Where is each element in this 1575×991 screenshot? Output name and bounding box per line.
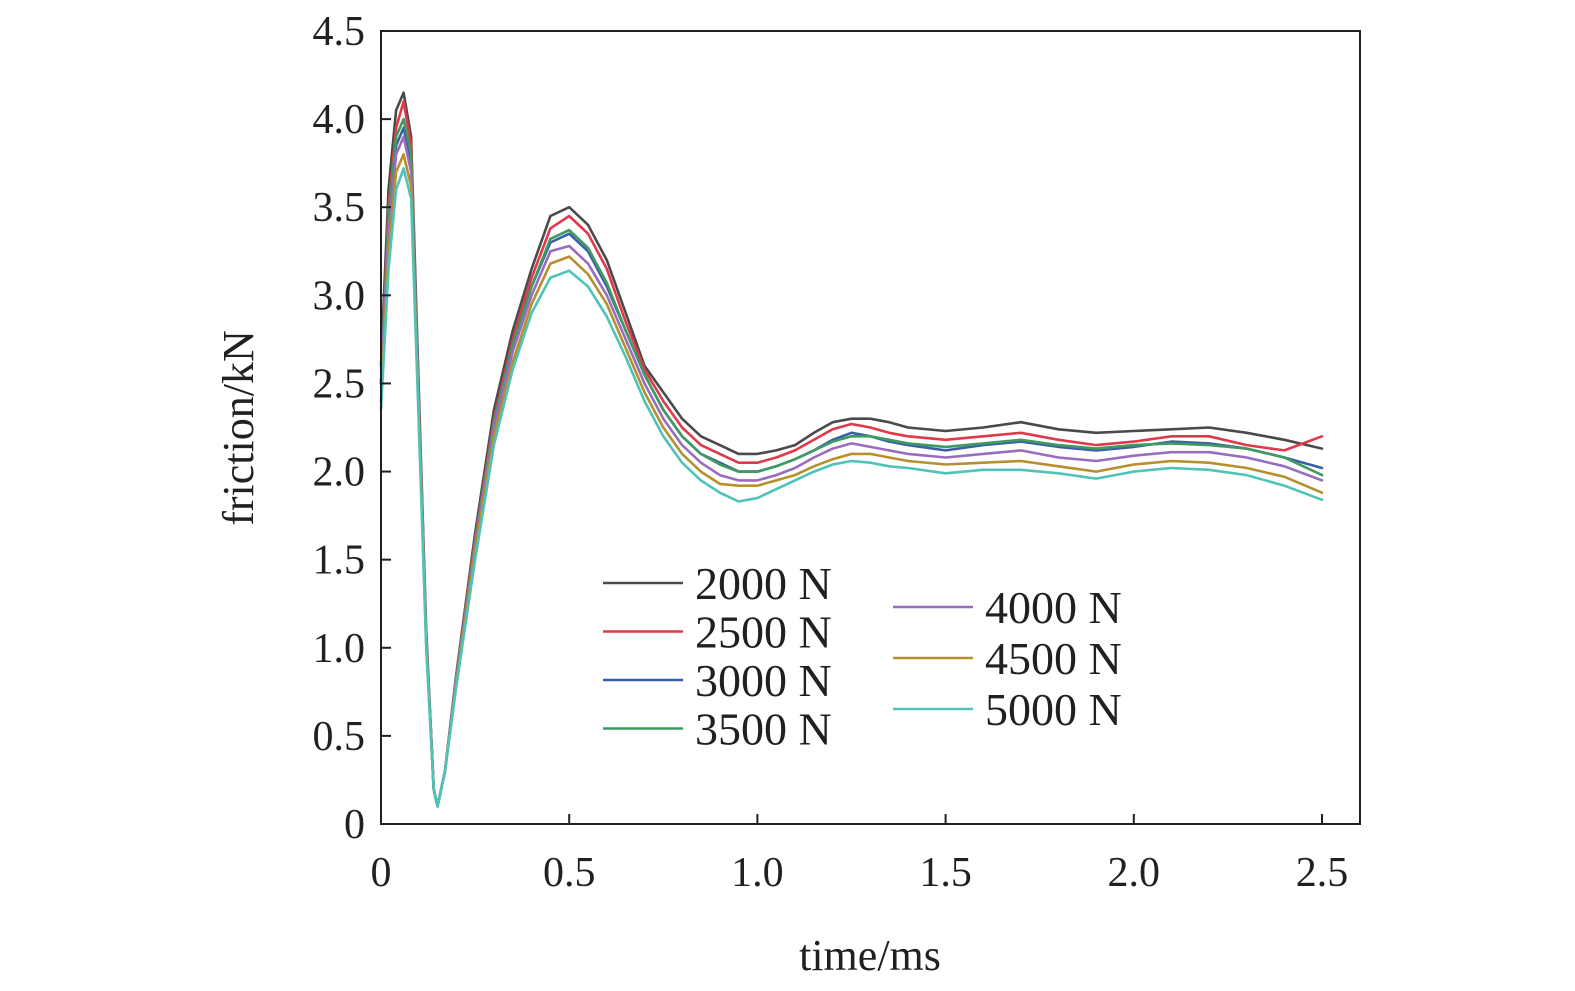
series-line-4500-n [379, 153, 1324, 808]
x-tick-label: 2.0 [1108, 850, 1161, 896]
legend-item: 5000 N [893, 684, 1122, 735]
y-tick-label: 3.0 [313, 273, 366, 319]
legend-label: 3500 N [695, 704, 832, 755]
series-line-5000-n [379, 167, 1324, 808]
x-tick-label: 0.5 [543, 850, 596, 896]
y-tick-label: 2.5 [313, 361, 366, 407]
ticks-layer: 0 0.5 1.0 1.5 2.0 2.5 0 0.5 1.0 1.5 2.0 2.5 3.0 3.5 4.… [313, 9, 1349, 896]
y-tick-label: 1.5 [313, 538, 366, 584]
legend-label: 3000 N [695, 655, 832, 706]
legend-item: 2000 N [603, 558, 832, 609]
x-tick-label: 0 [371, 850, 392, 896]
legend-item: 4500 N [893, 633, 1122, 684]
y-axis-title: friction/kN [214, 330, 263, 526]
y-tick-label: 2.0 [313, 450, 366, 496]
y-tick-label: 4.5 [313, 9, 366, 55]
series-line-3500-n [379, 117, 1324, 808]
x-tick-label: 1.5 [919, 850, 972, 896]
legend-label: 2500 N [695, 607, 832, 658]
series-layer [379, 91, 1324, 808]
y-tick-label: 4.0 [313, 97, 366, 143]
legend-item: 2500 N [603, 607, 832, 658]
series-line-4000-n [379, 135, 1324, 808]
x-tick-label: 1.0 [731, 850, 784, 896]
legend-label: 4500 N [985, 633, 1122, 684]
plot-frame [380, 30, 1361, 825]
legend-item: 3500 N [603, 704, 832, 755]
y-tick-label: 3.5 [313, 185, 366, 231]
legend-label: 4000 N [985, 582, 1122, 633]
y-tick-label: 0.5 [313, 714, 366, 760]
legend-label: 2000 N [695, 558, 832, 609]
y-tick-label: 0 [344, 802, 365, 848]
legend-item: 3000 N [603, 655, 832, 706]
x-tick-label: 2.5 [1296, 850, 1349, 896]
legend-item: 4000 N [893, 582, 1122, 633]
series-line-2000-n [379, 91, 1324, 808]
y-tick-label: 1.0 [313, 626, 366, 672]
legend-label: 5000 N [985, 684, 1122, 735]
x-axis-title: time/ms [799, 931, 941, 980]
